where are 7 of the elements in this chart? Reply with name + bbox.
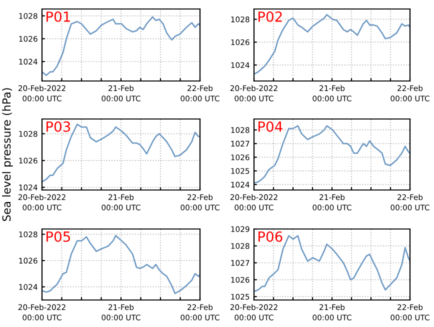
chart-title: P02 xyxy=(258,11,282,22)
chart-title: P04 xyxy=(258,121,282,132)
chart-title: P03 xyxy=(46,121,70,132)
chart-title: P05 xyxy=(46,231,70,242)
y-axis-title: Sea level pressure (hPa) xyxy=(2,88,13,221)
chart-title: P01 xyxy=(46,11,70,22)
chart-title: P06 xyxy=(258,231,282,242)
